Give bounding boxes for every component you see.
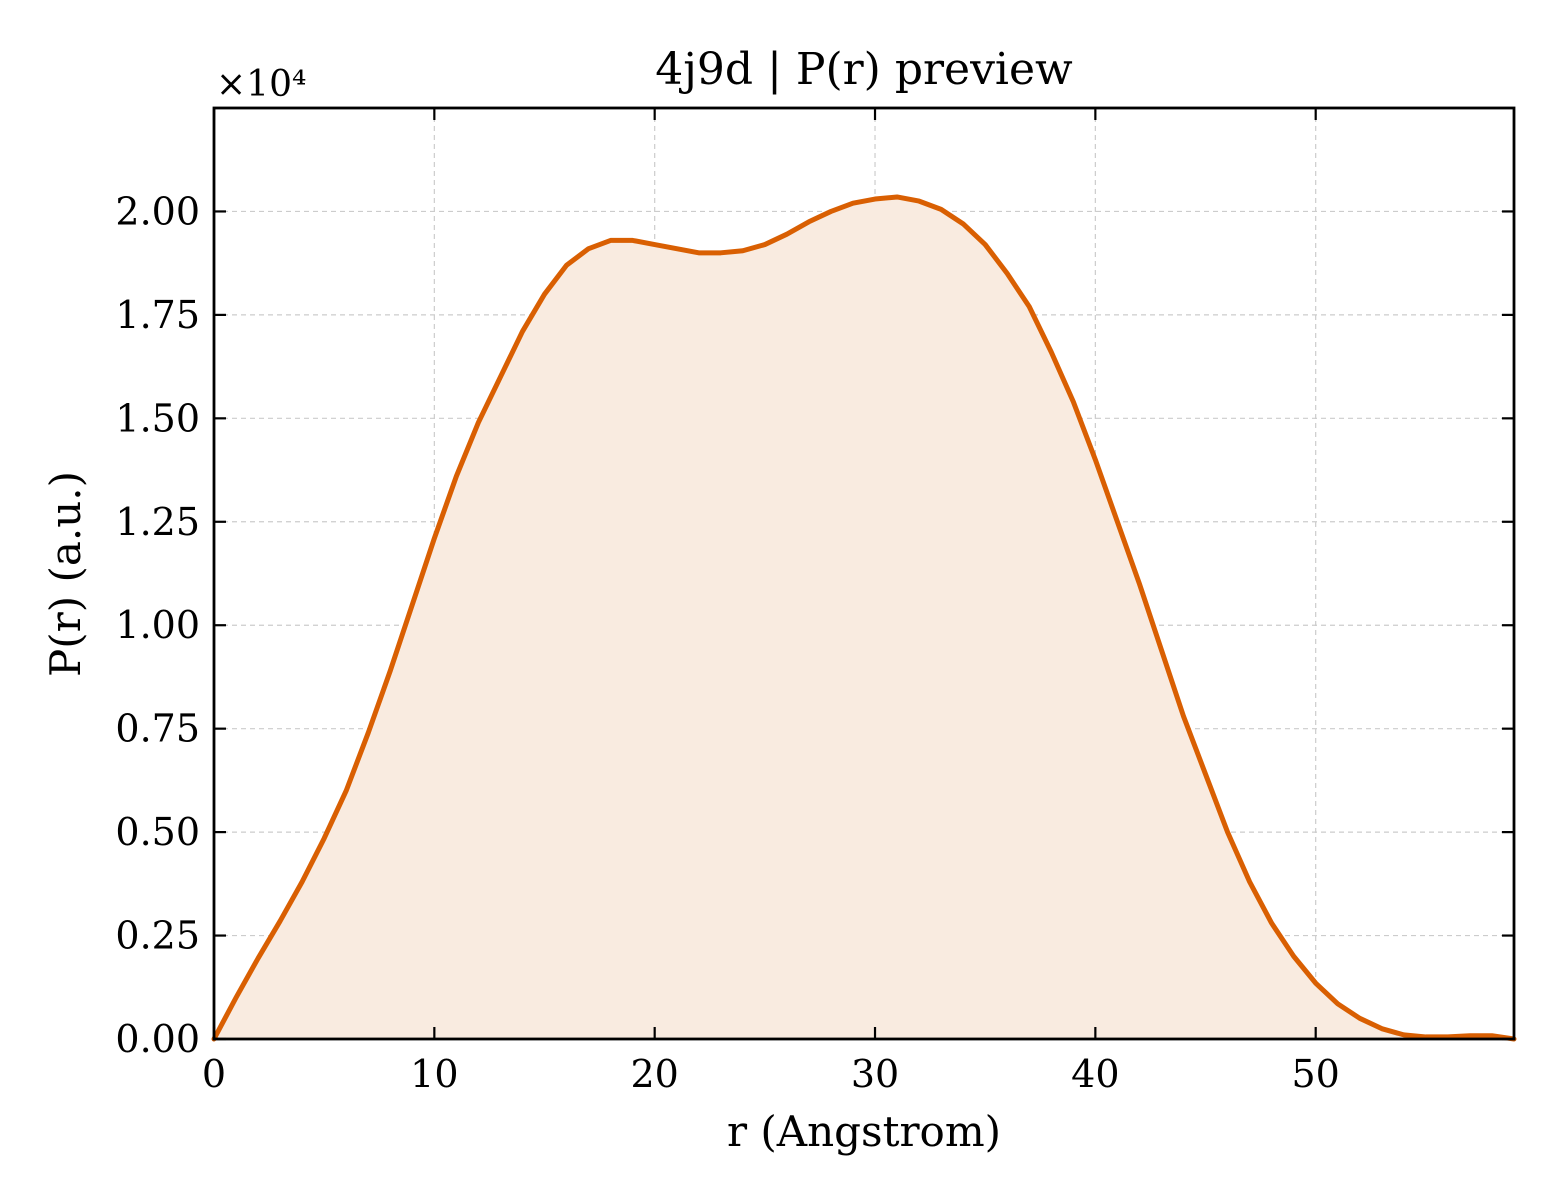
y-tick-label: 1.00	[115, 603, 200, 647]
y-tick-label: 0.75	[115, 707, 200, 751]
x-tick-label: 30	[851, 1052, 899, 1096]
y-tick-label: 1.50	[115, 396, 200, 440]
ticks: 0 10 20 30 40 50 0.00 0.25 0.50 0.75 1.00 1.25 1.50 1…	[115, 108, 1514, 1096]
y-axis-label: P(r) (a.u.)	[41, 471, 90, 677]
x-tick-label: 20	[630, 1052, 678, 1096]
x-tick-label: 50	[1292, 1052, 1340, 1096]
x-axis-label: r (Angstrom)	[727, 1107, 1001, 1156]
plot-area	[211, 194, 1517, 1042]
y-tick-label: 0.00	[115, 1017, 200, 1061]
x-tick-label: 10	[410, 1052, 458, 1096]
y-tick-label: 2.00	[115, 189, 200, 233]
x-tick-label: 40	[1071, 1052, 1119, 1096]
series-area-fill	[214, 196, 1514, 1039]
chart-title: 4j9d | P(r) preview	[655, 44, 1073, 95]
y-tick-label: 1.75	[115, 293, 200, 337]
y-tick-label: 0.50	[115, 810, 200, 854]
x-tick-label: 0	[202, 1052, 226, 1096]
y-axis-offset-label: ×10⁴	[216, 64, 306, 105]
y-tick-label: 1.25	[115, 500, 200, 544]
series-line	[211, 194, 1517, 1042]
axes-frame	[212, 106, 1516, 1041]
y-tick-label: 0.25	[115, 914, 200, 958]
